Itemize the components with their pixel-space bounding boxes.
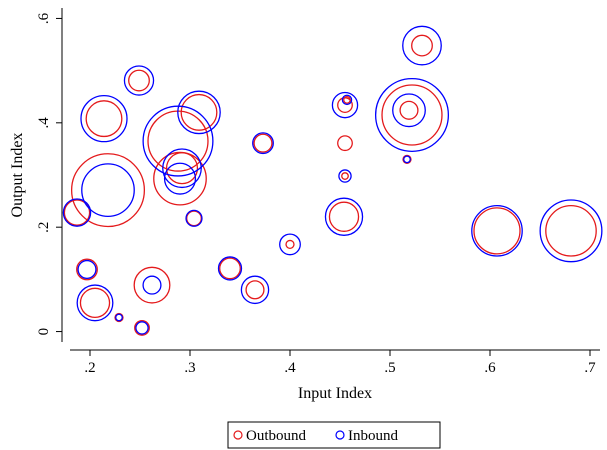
outbound-bubble-13 [180, 93, 218, 131]
y-tick-label-2: .4 [36, 117, 52, 129]
x-ticks: .2 .3 .4 .5 .6 .7 [84, 350, 596, 376]
outbound-bubble-26 [411, 34, 433, 57]
legend-marker-inbound [335, 430, 345, 440]
inbound-bubble-12 [185, 209, 203, 227]
legend-box [227, 421, 441, 449]
outbound-bubble-19 [337, 135, 353, 152]
inbound-bubble-19 [338, 169, 352, 183]
inbound-bubble-27 [539, 199, 603, 263]
axes: .2 .3 .4 .5 .6 .7 0 .2 .4 .6 Input Index Output … [9, 8, 600, 402]
inbound-bubble-14 [217, 256, 243, 281]
x-tick-label-3: .5 [384, 360, 395, 376]
inbound-bubble-1 [77, 259, 97, 280]
x-tick-label-2: .4 [284, 360, 296, 376]
outbound-bubble-22 [343, 95, 351, 104]
inbound-bubble-26 [471, 204, 523, 257]
x-tick-label-5: .7 [584, 360, 596, 376]
outbound-bubble-14 [219, 257, 241, 280]
outbound-bubble-5 [114, 312, 124, 323]
outbound-bubble-11 [165, 152, 199, 185]
x-tick-label-4: .6 [484, 360, 496, 376]
inbound-bubble-4 [81, 163, 135, 218]
outbound-bubble-2 [79, 287, 111, 319]
legend-label-outbound: Outbound [246, 428, 307, 444]
outbound-bubble-28 [545, 204, 597, 257]
y-axis-title: Output Index [9, 133, 26, 218]
outbound-bubble-6 [128, 69, 150, 92]
outbound-bubble-3 [85, 100, 123, 138]
outbound-bubble-4 [70, 153, 146, 228]
inbound-bubble-9 [142, 105, 214, 177]
x-tick-label-1: .3 [184, 360, 195, 376]
outbound-bubble-1 [76, 258, 98, 281]
inbound-bubble-13 [177, 90, 221, 135]
outbound-bubble-27 [473, 207, 521, 255]
outbound-bubble-16 [253, 133, 273, 153]
inbound-bubble-18 [324, 197, 364, 236]
inbound-bubble-17 [279, 233, 301, 256]
inbound-bubble-15 [240, 275, 270, 305]
series-outbound [63, 34, 597, 336]
legend-label-inbound: Inbound [348, 428, 398, 444]
y-ticks: 0 .2 .4 .6 [36, 12, 62, 335]
outbound-bubble-20 [341, 172, 349, 180]
inbound-bubble-6 [123, 65, 155, 96]
outbound-bubble-8 [133, 266, 171, 304]
x-tick-label-0: .2 [84, 360, 95, 376]
inbound-bubble-7 [135, 321, 149, 335]
inbound-bubble-16 [252, 132, 274, 155]
outbound-bubble-18 [328, 201, 360, 232]
legend: Outbound Inbound [227, 421, 441, 449]
outbound-bubble-15 [245, 280, 265, 300]
inbound-bubble-5 [115, 313, 123, 322]
outbound-bubble-0 [63, 199, 91, 226]
outbound-bubble-7 [134, 319, 150, 336]
inbound-bubble-20 [331, 91, 359, 119]
outbound-bubble-12 [186, 210, 202, 227]
legend-marker-outbound [233, 430, 243, 440]
y-tick-label-1: .2 [36, 222, 52, 233]
inbound-bubble-22 [403, 155, 411, 164]
inbound-bubble-25 [402, 25, 442, 66]
inbound-bubble-23 [392, 93, 426, 128]
outbound-bubble-23 [402, 154, 412, 164]
y-tick-label-3: .6 [36, 12, 52, 24]
inbound-bubble-0 [62, 198, 92, 227]
outbound-bubble-17 [285, 239, 295, 250]
outbound-bubble-9 [147, 110, 209, 172]
y-tick-label-0: 0 [36, 328, 52, 336]
x-axis-title: Input Index [298, 385, 372, 402]
series-inbound [62, 25, 603, 335]
outbound-bubble-24 [399, 100, 419, 120]
inbound-bubble-21 [341, 94, 353, 106]
inbound-bubble-10 [163, 162, 197, 195]
outbound-bubble-25 [381, 84, 443, 146]
inbound-bubble-8 [142, 275, 162, 295]
inbound-bubble-24 [374, 77, 450, 153]
inbound-bubble-11 [162, 148, 202, 189]
inbound-bubble-2 [76, 284, 114, 322]
inbound-bubble-3 [80, 94, 128, 143]
plot-marks [62, 25, 603, 336]
